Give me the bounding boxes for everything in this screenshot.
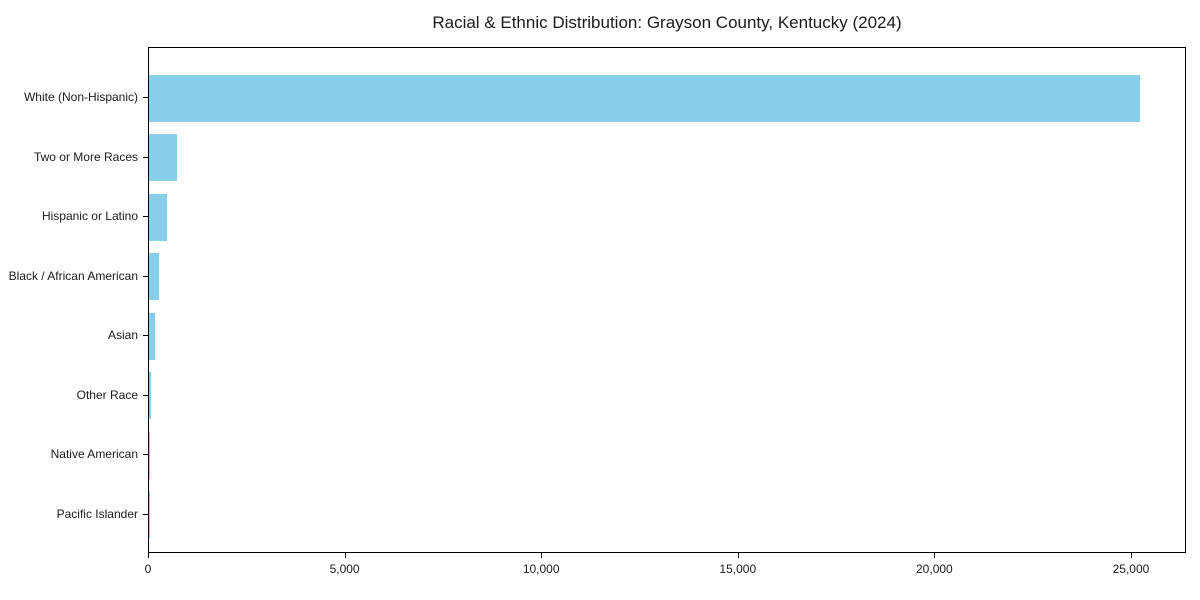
x-tick-label-10000: 10,000 bbox=[522, 562, 560, 576]
y-tick bbox=[143, 156, 148, 158]
y-tick bbox=[143, 275, 148, 277]
x-tick-label-20000: 20,000 bbox=[916, 562, 953, 576]
y-label-asian: Asian bbox=[107, 328, 138, 342]
y-label-two-or-more-races: Two or More Races bbox=[33, 149, 138, 164]
bar-black-african-american bbox=[149, 253, 160, 300]
y-label-other-race: Other Race bbox=[76, 387, 138, 402]
bar-asian bbox=[149, 312, 155, 360]
x-tick-label-15000: 15,000 bbox=[719, 562, 757, 576]
x-tick bbox=[541, 553, 543, 558]
x-tick-label-25000: 25,000 bbox=[1112, 562, 1150, 576]
y-label-pacific-islander: Pacific Islander bbox=[56, 506, 138, 521]
bar-other-race bbox=[149, 372, 151, 419]
y-tick bbox=[143, 394, 148, 396]
y-label-black-african-american: Black / African American bbox=[8, 268, 138, 283]
x-tick bbox=[344, 553, 346, 558]
y-tick bbox=[143, 335, 148, 336]
y-label-native-american: Native American bbox=[50, 447, 138, 461]
y-tick bbox=[143, 454, 148, 455]
y-tick bbox=[143, 513, 148, 515]
x-tick bbox=[148, 553, 149, 558]
bar-hispanic-or-latino bbox=[149, 193, 167, 241]
x-tick-label-5000: 5,000 bbox=[329, 562, 360, 576]
y-label-white-non-hispanic: White (Non-Hispanic) bbox=[23, 90, 138, 104]
chart-title: Racial & Ethnic Distribution: Grayson Co… bbox=[432, 13, 902, 32]
bar-white-non-hispanic bbox=[149, 74, 1140, 122]
y-tick bbox=[143, 97, 148, 98]
bar-native-american bbox=[149, 431, 150, 479]
plot-area bbox=[148, 47, 1186, 553]
x-tick bbox=[1130, 553, 1132, 558]
y-label-hispanic-or-latino: Hispanic or Latino bbox=[41, 209, 138, 223]
x-tick-label-0: 0 bbox=[144, 562, 152, 576]
bar-two-or-more-races bbox=[149, 134, 177, 181]
x-tick bbox=[934, 553, 936, 558]
y-tick bbox=[143, 216, 148, 217]
x-tick bbox=[737, 553, 739, 558]
